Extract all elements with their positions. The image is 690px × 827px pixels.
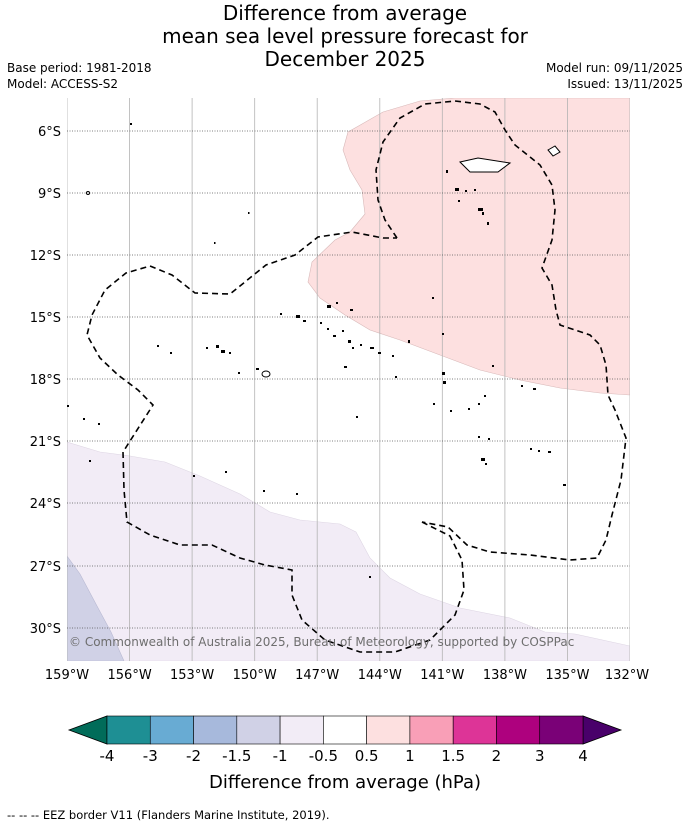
colorbar-over-arrow	[582, 715, 623, 745]
colorbar-tick-label: 0.5	[355, 747, 379, 765]
title-line-3: December 2025	[264, 47, 426, 71]
lat-label: 12°S	[30, 249, 61, 264]
colorbar-swatch	[149, 715, 194, 745]
colorbar-tick-label: 3	[535, 747, 545, 765]
colorbar-tick-label: 4	[578, 747, 588, 765]
lat-label: 24°S	[30, 497, 61, 512]
colorbar-swatch	[496, 715, 541, 745]
meta-left: Base period: 1981-2018 Model: ACCESS-S2	[7, 60, 152, 92]
island-specks	[67, 123, 566, 578]
lon-label: 156°W	[108, 668, 152, 683]
colorbar-tick-label: -4	[100, 747, 115, 765]
colorbar-tick-label: 2	[492, 747, 502, 765]
colorbar-tick-label: -1.5	[222, 747, 251, 765]
colorbar-swatch	[452, 715, 497, 745]
lat-label: 18°S	[30, 373, 61, 388]
colorbar-ticks: -4 -3 -2 -1.5 -1 -0.5 0.5 1 1.5 2 3 4	[100, 747, 588, 765]
colorbar-tick-label: -3	[143, 747, 158, 765]
lat-label: 9°S	[38, 187, 61, 202]
lon-label: 138°W	[483, 668, 527, 683]
colorbar-tick-label: -1	[273, 747, 288, 765]
lat-label: 15°S	[30, 311, 61, 326]
negative-anomaly-region-moderate	[67, 555, 125, 661]
lon-label: 159°W	[45, 668, 89, 683]
issued-date: Issued: 13/11/2025	[567, 77, 683, 91]
colorbar-tick-label: 1	[405, 747, 415, 765]
colorbar-under-arrow	[67, 715, 108, 745]
lat-label: 21°S	[30, 435, 61, 450]
model-name: Model: ACCESS-S2	[7, 77, 119, 91]
positive-anomaly-region	[307, 98, 630, 396]
colorbar-swatch	[409, 715, 454, 745]
colorbar-swatch	[193, 715, 238, 745]
lon-label: 135°W	[545, 668, 589, 683]
base-period: Base period: 1981-2018	[7, 61, 152, 75]
lat-label: 27°S	[30, 560, 61, 575]
colorbar-swatch	[236, 715, 281, 745]
colorbar-swatch	[279, 715, 324, 745]
colorbar-label: Difference from average (hPa)	[209, 772, 481, 793]
colorbar-swatch	[106, 715, 151, 745]
model-run: Model run: 09/11/2025	[545, 61, 683, 75]
lat-label: 30°S	[30, 622, 61, 637]
colorbar-swatch	[539, 715, 584, 745]
colorbar-tick-label: -0.5	[309, 747, 338, 765]
lon-label: 153°W	[170, 668, 214, 683]
lat-labels: 6°S 9°S 12°S 15°S 18°S 21°S 24°S 27°S 30…	[30, 125, 61, 637]
lon-label: 141°W	[420, 668, 464, 683]
colorbar-swatch	[323, 715, 367, 745]
island-small-atoll	[547, 145, 561, 157]
map-title: Difference from average mean sea level p…	[0, 2, 690, 71]
eez-border-french-polynesia	[375, 100, 627, 561]
meta-right: Model run: 09/11/2025 Issued: 13/11/2025	[546, 60, 683, 92]
lon-labels: 159°W 156°W 153°W 150°W 147°W 144°W 141°…	[45, 668, 649, 683]
island-large-atoll	[459, 157, 512, 173]
lon-label: 144°W	[358, 668, 402, 683]
copyright-notice: © Commonwealth of Australia 2025, Bureau…	[69, 635, 574, 649]
island-outlines	[86, 145, 561, 378]
negative-anomaly-region-weak	[67, 441, 630, 661]
lon-label: 150°W	[233, 668, 277, 683]
colorbar	[67, 715, 623, 745]
title-line-1: Difference from average	[222, 1, 468, 25]
title-line-2: mean sea level pressure forecast for	[162, 24, 528, 48]
colorbar-swatch	[366, 715, 411, 745]
lat-label: 6°S	[38, 125, 61, 140]
eez-footer-note: -- -- -- EEZ border V11 (Flanders Marine…	[7, 808, 330, 822]
map-area: © Commonwealth of Australia 2025, Bureau…	[67, 98, 630, 661]
colorbar-tick-label: -2	[186, 747, 201, 765]
eez-border-pitcairn-arc	[86, 231, 465, 653]
lon-label: 132°W	[605, 668, 649, 683]
lon-label: 147°W	[295, 668, 339, 683]
colorbar-tick-label: 1.5	[441, 747, 465, 765]
graticule-meridians	[67, 98, 630, 661]
